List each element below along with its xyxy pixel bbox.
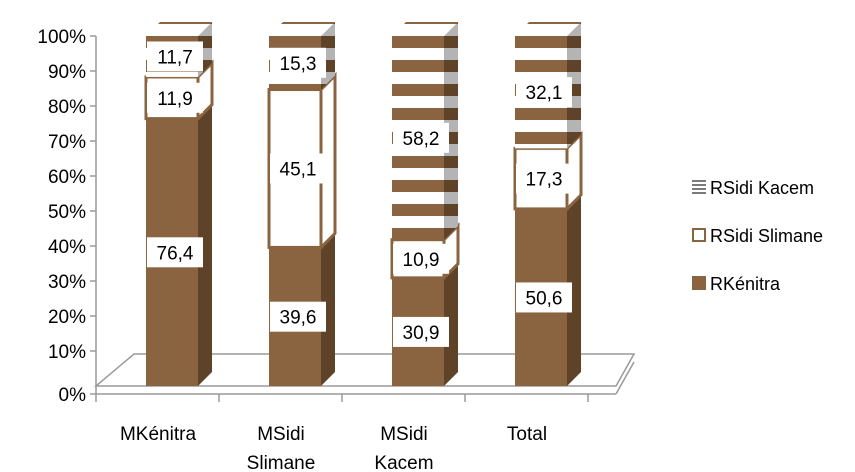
data-label-box [270, 153, 326, 184]
y-tick-label: 0% [59, 385, 87, 406]
bar-top-face [515, 22, 581, 36]
data-label: 11,7 [147, 41, 203, 72]
legend-item: RSidi Kacem [692, 178, 814, 198]
y-tick-label: 40% [48, 237, 86, 258]
data-label-box [147, 237, 203, 268]
data-label: 76,4 [147, 237, 203, 268]
data-label-box [393, 122, 449, 153]
category-label: Total [507, 424, 547, 445]
data-label-text: 58,2 [403, 129, 440, 150]
legend-swatch-outline [692, 228, 706, 242]
data-label-box [516, 77, 572, 108]
y-tick-label: 80% [48, 97, 86, 118]
data-label-text: 45,1 [280, 159, 317, 180]
data-label-text: 11,9 [157, 89, 193, 110]
floor-side-edge [615, 361, 635, 395]
data-label-text: 32,1 [526, 83, 563, 104]
legend-item: RKénitra [692, 274, 781, 294]
data-label: 15,3 [270, 47, 326, 78]
bar-side-face [567, 194, 581, 386]
bar-side-face [444, 22, 458, 240]
data-label: 30,9 [393, 316, 449, 347]
legend-label: RSidi Kacem [710, 178, 814, 198]
category-label: Kacem [374, 453, 433, 472]
data-label-text: 17,3 [526, 170, 563, 191]
data-labels: 76,4 11,9 11,7 39,6 45,1 15,3 30,9 10,9 58,2 50,6… [147, 41, 572, 347]
data-label: 45,1 [270, 153, 326, 184]
value-axis: 0% 10% 20% 30% 40% 50% 60% 70% 80% 90% 100% [37, 27, 97, 406]
y-tick-label: 70% [48, 132, 86, 153]
data-label: 50,6 [516, 282, 572, 313]
bar-side-face [567, 22, 581, 149]
data-label: 32,1 [516, 77, 572, 108]
legend-swatch-stripe [692, 184, 706, 186]
data-label: 10,9 [393, 243, 449, 274]
data-label-text: 39,6 [280, 308, 317, 329]
data-label-text: 15,3 [280, 54, 317, 75]
category-label: MSidi [380, 424, 428, 445]
category-axis: MKénitra MSidi Slimane MSidi Kacem Total [95, 394, 589, 472]
data-label: 58,2 [393, 122, 449, 153]
bar-top-face [392, 22, 458, 36]
y-tick-label: 10% [48, 342, 86, 363]
y-tick-label: 20% [48, 307, 86, 328]
legend-label: RSidi Slimane [710, 226, 823, 246]
category-label: MKénitra [120, 424, 196, 445]
data-label-text: 76,4 [157, 243, 194, 264]
category-label: MSidi [257, 424, 305, 445]
bar-side-face [321, 233, 335, 386]
bar-side-face [444, 263, 458, 386]
y-tick-label: 30% [48, 272, 86, 293]
legend-swatch-solid [692, 276, 706, 290]
data-label-box [270, 47, 326, 78]
data-label-box [147, 41, 203, 72]
data-label: 39,6 [270, 301, 326, 332]
legend-swatch-stripe [692, 188, 706, 190]
data-label-box [516, 282, 572, 313]
y-tick-label: 100% [37, 27, 86, 48]
y-tick-label: 50% [48, 202, 86, 223]
y-tick-label: 60% [48, 167, 86, 188]
legend-swatch-stripe [692, 180, 706, 182]
data-label-box [516, 163, 572, 194]
data-label: 17,3 [516, 163, 572, 194]
data-label-text: 10,9 [403, 250, 440, 271]
legend-swatch-stripe [692, 192, 706, 194]
data-label-text: 50,6 [526, 288, 563, 309]
data-label: 11,9 [147, 82, 203, 113]
y-tick-label: 90% [48, 62, 86, 83]
bar-top-face [269, 22, 335, 36]
data-label-box [270, 301, 326, 332]
category-label: Slimane [247, 453, 316, 472]
bar-side-face [198, 104, 212, 386]
bars [144, 22, 583, 386]
data-label-box [147, 82, 203, 113]
legend-item: RSidi Slimane [692, 226, 823, 246]
legend-label: RKénitra [710, 274, 781, 294]
legend: RSidi Kacem RSidi Slimane RKénitra [692, 178, 823, 294]
data-label-box [393, 316, 449, 347]
data-label-text: 30,9 [403, 323, 440, 344]
bar-top-face [146, 22, 212, 36]
data-label-box [393, 243, 449, 274]
data-label-text: 11,7 [157, 47, 193, 68]
